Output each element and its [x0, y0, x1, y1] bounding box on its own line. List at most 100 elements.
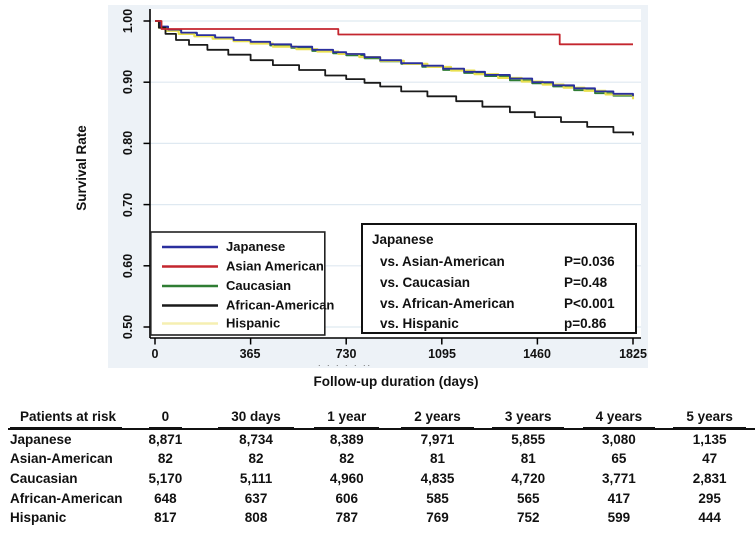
pvalue-row-value: P=0.036 — [564, 254, 615, 269]
risk-table-row-japanese: Japanese 8,871 8,734 8,389 7,971 5,855 3… — [8, 430, 755, 450]
risk-value: 599 — [607, 510, 631, 526]
series-curve-african-american — [155, 20, 634, 136]
series-curve-asian-american — [155, 20, 633, 46]
survival-chart: 1.00 0.90 0.80 0.70 0.60 0.50 0 365 730 … — [74, 5, 648, 389]
x-tick-label: 730 — [336, 347, 357, 361]
risk-value: 82 — [248, 451, 264, 467]
risk-value: 3,771 — [602, 470, 636, 486]
risk-value: 7,971 — [420, 431, 455, 447]
risk-value: 637 — [244, 490, 268, 506]
y-tick-label: 0.80 — [121, 131, 135, 155]
y-tick-label: 0.60 — [121, 254, 135, 278]
risk-table-header-cell: 0 — [120, 408, 211, 428]
legend: Japanese Asian American Caucasian Africa… — [150, 231, 334, 336]
risk-value: 4,720 — [511, 470, 546, 486]
row-label: African-American — [10, 490, 123, 506]
risk-value: 3,080 — [602, 431, 636, 447]
risk-value: 8,389 — [329, 431, 364, 447]
svg-text:0.90: 0.90 — [121, 70, 135, 94]
risk-value: 5,170 — [148, 470, 183, 486]
legend-box — [150, 231, 326, 336]
pvalue-row-label: vs. Asian-American — [380, 254, 505, 269]
y-tick-label: 0.70 — [121, 193, 135, 217]
patients-at-risk-table: Patients at risk 0 30 days 1 year 2 year… — [8, 404, 755, 528]
legend-label-japanese: Japanese — [226, 239, 285, 254]
risk-value: 752 — [516, 510, 540, 526]
svg-text:Survival Rate: Survival Rate — [74, 125, 89, 211]
y-tick-label: 0.90 — [121, 70, 135, 94]
svg-text:0.50: 0.50 — [121, 315, 135, 339]
pvalue-box-border — [361, 223, 637, 334]
x-tick-label: 0 — [152, 347, 159, 361]
risk-value: 2,831 — [692, 470, 727, 486]
risk-value: 81 — [520, 451, 536, 467]
series-curve-hispanic — [155, 19, 635, 100]
risk-value: 82 — [157, 451, 173, 467]
survival-curves — [155, 19, 635, 136]
y-tick-label: 0.50 — [121, 315, 135, 339]
risk-table-header-row: Patients at risk 0 30 days 1 year 2 year… — [8, 404, 755, 430]
risk-value: 565 — [516, 490, 540, 506]
x-tick-label: 1095 — [428, 347, 456, 361]
risk-value: 769 — [426, 510, 449, 526]
risk-table-header-cell: 1 year — [301, 408, 392, 428]
row-label: Japanese — [10, 431, 72, 447]
svg-text:1.00: 1.00 — [121, 9, 135, 33]
x-axis-title: Follow-up duration (days) — [314, 374, 479, 389]
risk-value: 417 — [607, 490, 631, 506]
legend-label-hispanic: Hispanic — [226, 316, 280, 331]
x-tick-label: 365 — [240, 347, 261, 361]
pvalue-row-label: vs. Hispanic — [380, 316, 459, 331]
risk-table-row-african-american: African-American 648 637 606 585 565 417… — [8, 489, 755, 509]
risk-table-header-cell: Patients at risk — [8, 408, 123, 428]
pvalue-box: Japanese vs. Asian-American P=0.036 vs. … — [361, 223, 637, 334]
risk-table-header-cell: 3 years — [483, 408, 574, 428]
risk-table-header-cell: 4 years — [574, 408, 665, 428]
risk-value: 295 — [698, 490, 721, 506]
pvalue-title: Japanese — [372, 232, 434, 247]
risk-table-row-asian-american: Asian-American 82 82 82 81 81 65 47 — [8, 450, 755, 470]
risk-table-header-cell: 5 years — [664, 408, 755, 428]
svg-text:0.80: 0.80 — [121, 131, 135, 155]
legend-label-african-american: African-American — [226, 298, 334, 313]
row-label: Caucasian — [10, 470, 78, 486]
row-label: Asian-American — [10, 451, 113, 467]
pvalue-row-label: vs. African-American — [380, 296, 515, 311]
risk-table-row-caucasian: Caucasian 5,170 5,111 4,960 4,835 4,720 … — [8, 469, 755, 489]
risk-value: 606 — [335, 490, 359, 506]
risk-value: 808 — [244, 510, 268, 526]
svg-text:0.70: 0.70 — [121, 193, 135, 217]
risk-value: 4,960 — [329, 470, 364, 486]
pvalue-row-value: P<0.001 — [564, 296, 615, 311]
legend-label-asian-american: Asian American — [226, 259, 324, 274]
risk-value: 82 — [339, 451, 355, 467]
risk-table-row-hispanic: Hispanic 817 808 787 769 752 599 444 — [8, 508, 755, 528]
x-tick-label: 1460 — [523, 347, 551, 361]
risk-value: 1,135 — [692, 431, 727, 447]
pvalue-row-value: P=0.48 — [564, 275, 608, 290]
risk-value: 47 — [702, 451, 718, 467]
y-tick-label: 1.00 — [121, 9, 135, 33]
y-axis-title: Survival Rate — [74, 125, 89, 211]
risk-value: 5,855 — [511, 431, 546, 447]
legend-label-caucasian: Caucasian — [226, 278, 291, 293]
risk-value: 648 — [154, 490, 177, 506]
risk-table-header-cell: 30 days — [211, 408, 302, 428]
axis-ticks — [143, 20, 634, 345]
risk-value: 5,111 — [239, 470, 273, 486]
risk-value: 81 — [429, 451, 445, 467]
pvalue-row-label: vs. Caucasian — [380, 275, 470, 290]
artifact-dots: . . . . . .. — [318, 358, 372, 368]
risk-value: 65 — [611, 451, 627, 467]
row-label: Hispanic — [10, 510, 67, 526]
risk-value: 585 — [426, 490, 449, 506]
risk-value: 787 — [335, 510, 359, 526]
risk-value: 817 — [154, 510, 177, 526]
risk-value: 8,871 — [148, 431, 183, 447]
risk-value: 4,835 — [420, 470, 455, 486]
pvalue-row-value: p=0.86 — [564, 316, 607, 331]
series-curve-japanese — [155, 20, 634, 97]
risk-value: 444 — [698, 510, 721, 526]
risk-table-header-cell: 2 years — [392, 408, 483, 428]
